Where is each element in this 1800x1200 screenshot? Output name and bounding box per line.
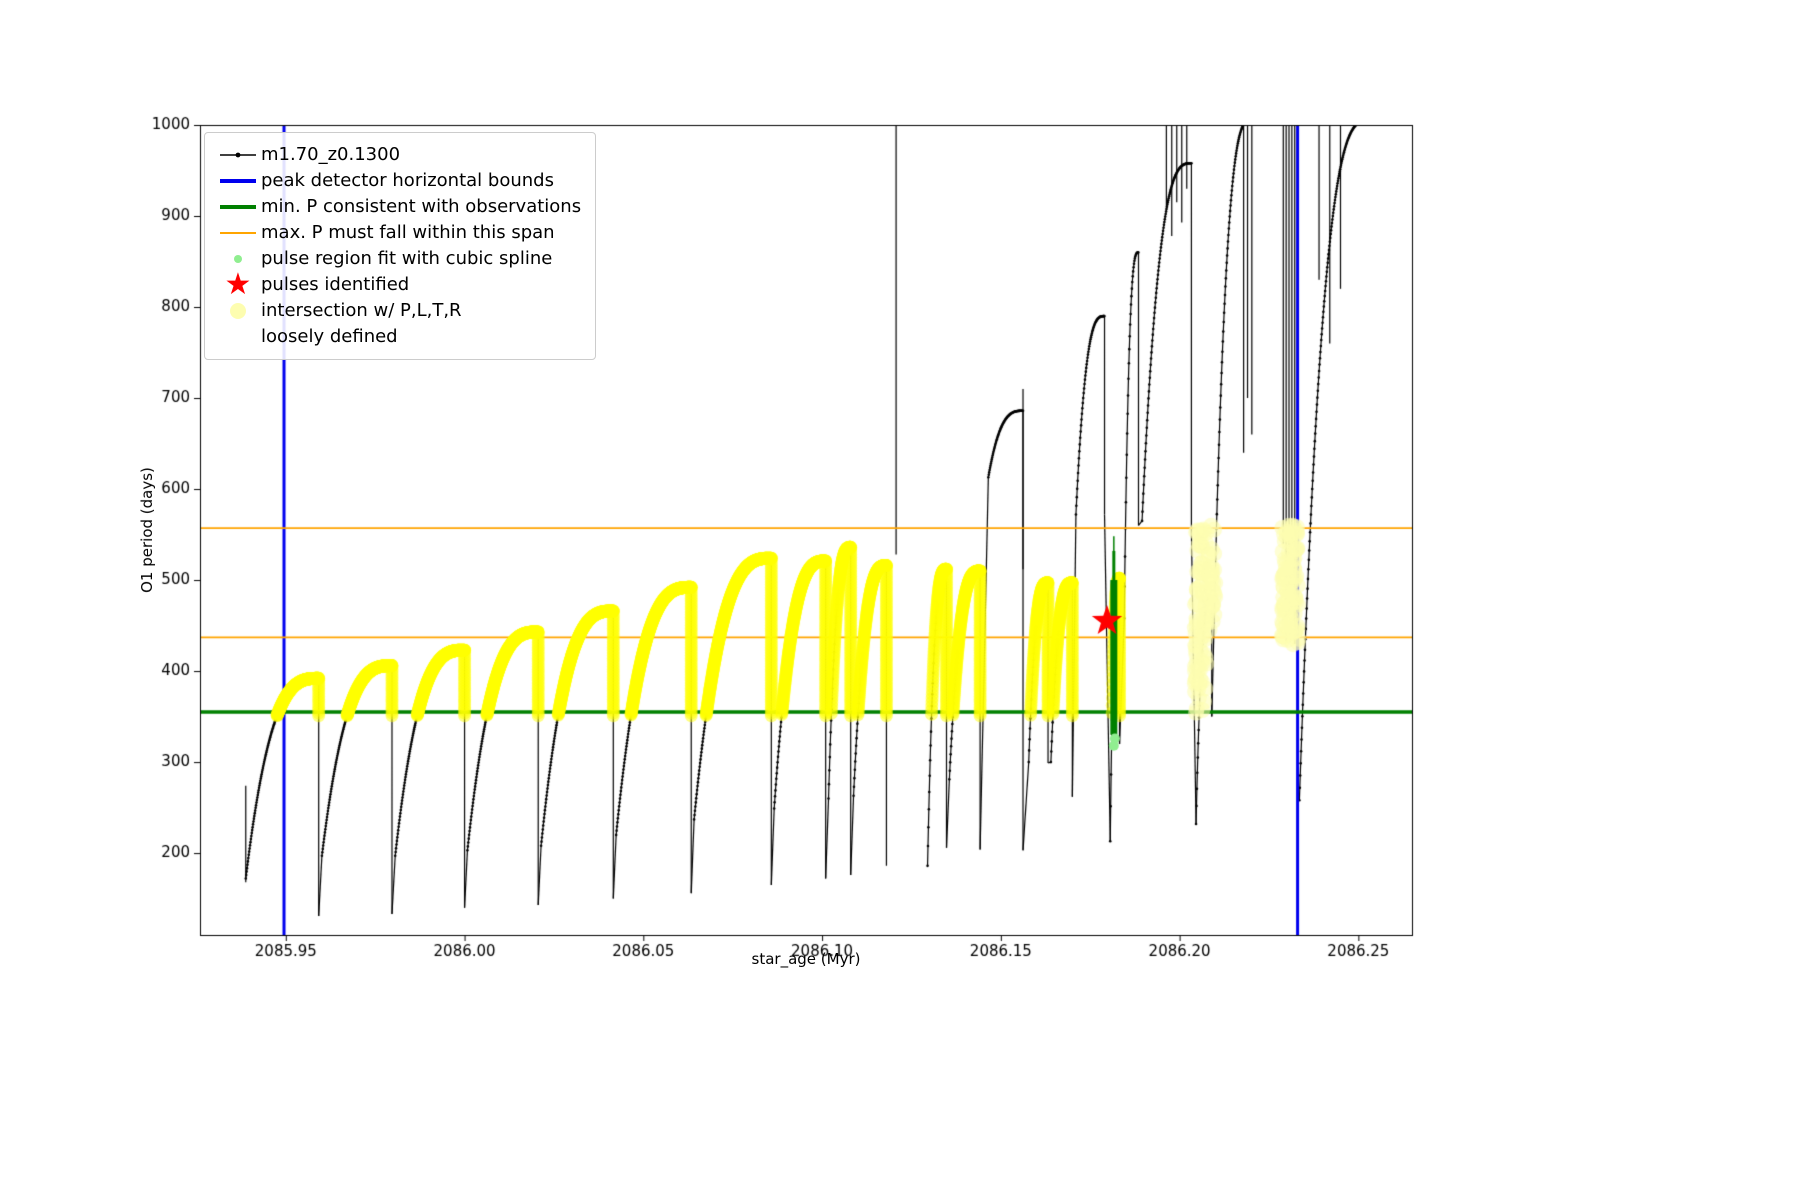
legend-item: ★ pulses identified xyxy=(215,267,581,302)
legend-item: m1.70_z0.1300 xyxy=(215,142,581,168)
legend-item: min. P consistent with observations xyxy=(215,194,581,220)
lightgreen-dot-marker-icon xyxy=(215,246,261,272)
legend-item: pulse region fit with cubic spline xyxy=(215,246,581,272)
black-line-dot-marker-icon xyxy=(215,142,261,168)
legend-item-label: m1.70_z0.1300 xyxy=(261,144,401,165)
legend-item-label: intersection w/ P,L,T,R loosely defined xyxy=(261,300,462,347)
legend-item-label: pulses identified xyxy=(261,274,410,295)
blue-line-marker-icon xyxy=(215,168,261,194)
legend-item-label: pulse region fit with cubic spline xyxy=(261,248,553,269)
orange-line-marker-icon xyxy=(215,220,261,246)
x-axis-label: star_age (Myr) xyxy=(751,950,861,968)
legend-item-label: min. P consistent with observations xyxy=(261,196,582,217)
legend-item: max. P must fall within this span xyxy=(215,220,581,246)
legend-item: intersection w/ P,L,T,R loosely defined xyxy=(215,298,581,350)
legend-item-label: peak detector horizontal bounds xyxy=(261,170,554,191)
legend-item-label: max. P must fall within this span xyxy=(261,222,555,243)
legend: m1.70_z0.1300 peak detector horizontal b… xyxy=(204,132,597,360)
y-axis-label: O1 period (days) xyxy=(138,467,156,593)
legend-item: peak detector horizontal bounds xyxy=(215,168,581,194)
red-star-marker-icon: ★ xyxy=(224,267,252,302)
green-line-marker-icon xyxy=(215,194,261,220)
paleyellow-dot-marker-icon xyxy=(215,298,261,324)
